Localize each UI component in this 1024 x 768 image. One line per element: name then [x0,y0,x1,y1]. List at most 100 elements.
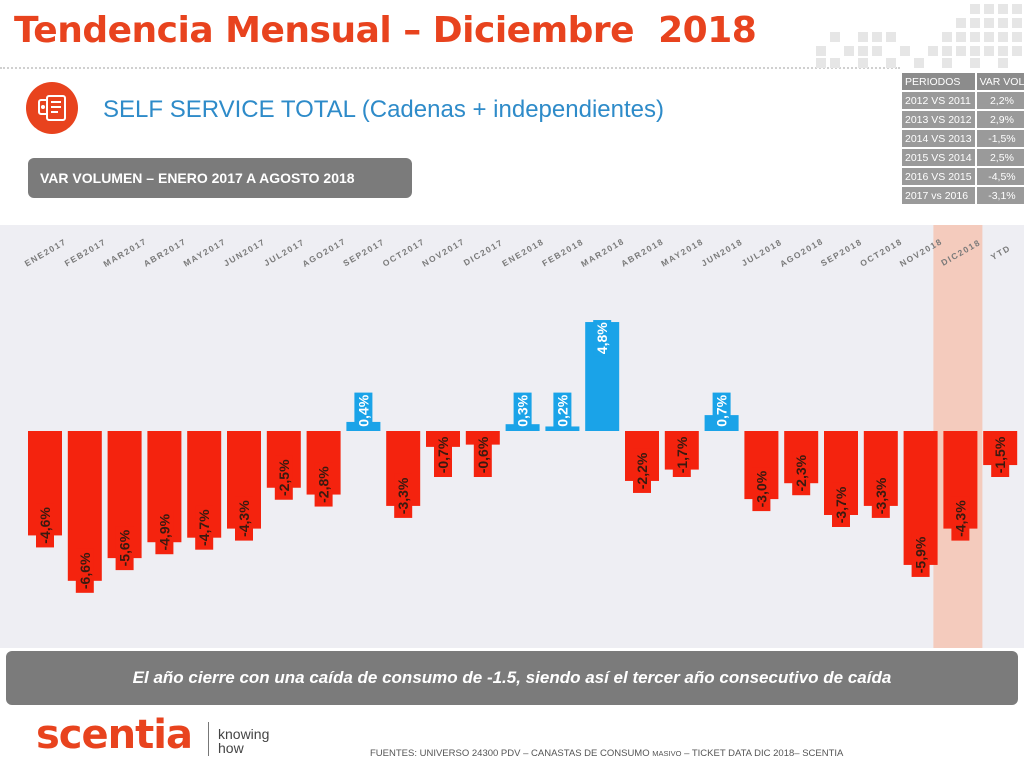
data-label: -3,3% [395,477,411,514]
table-row: 2016 VS 2015 -4,5% [900,168,1024,185]
tagline-line-1: knowing [218,726,270,742]
data-label: -3,7% [833,486,849,523]
var-cell: -4,5% [974,168,1024,185]
data-label: 0,2% [554,394,570,426]
x-tick-label: ENE2017 [23,236,69,268]
logo-divider [208,722,209,756]
source-suffix: – TICKET DATA DIC 2018– SCENTIA [681,748,844,759]
periods-table: PERIODOS VAR VOL 2012 VS 2011 2,2% 2013 V… [900,71,1024,206]
x-tick-label: YTD [989,243,1013,262]
data-label: -4,3% [236,500,252,537]
x-tick-label: OCT2017 [381,236,427,268]
data-label-bg [672,433,691,477]
var-cell: -3,1% [974,187,1024,204]
x-tick-label: MAR2017 [101,236,148,269]
data-label-bg [394,473,413,518]
x-tick-label: DIC2017 [462,237,505,268]
data-label-bg [752,467,771,512]
table-row: 2012 VS 2011 2,2% [900,92,1024,109]
decorative-squares [816,4,1022,68]
data-label: -0,7% [435,436,451,473]
title-divider [0,67,900,69]
table-row: 2014 VS 2013 -1,5% [900,130,1024,147]
scentia-logo: scentia [36,712,193,758]
data-label: -2,3% [793,454,809,491]
x-tick-label: FEB2018 [540,236,585,268]
data-label-bg [314,462,333,507]
period-cell: 2013 VS 2012 [900,111,975,128]
bar-chart: ENE2017 -4,6% FEB2017 -6,6% MAR2017 -5,6% ABR2… [23,225,1018,648]
data-label: -3,3% [873,477,889,514]
data-label-bg [75,548,94,593]
data-label-bg [235,496,253,541]
x-tick-label: NOV2017 [420,236,466,269]
table-row: 2015 VS 2014 2,5% [900,149,1024,166]
data-label: -4,6% [37,507,53,544]
data-label-bg [991,433,1010,477]
source-note: FUENTES: UNIVERSO 24300 PDV – CANASTAS D… [370,748,843,759]
x-tick-label: OCT2018 [858,236,904,268]
source-small: MASIVO [652,749,682,758]
x-tick-label: MAY2017 [182,236,228,268]
logo-tagline: knowing how [218,727,298,755]
col-header-var-vol: VAR VOL [974,73,1024,90]
x-tick-label: ENE2018 [500,236,546,268]
col-header-periodos: PERIODOS [900,73,975,90]
x-tick-label: JUN2018 [699,236,744,268]
x-tick-label: SEP2017 [341,236,386,268]
x-tick-label: ABR2018 [619,236,665,269]
data-label: -3,0% [753,470,769,507]
x-tick-label: SEP2018 [819,236,864,268]
data-label-bg [792,451,811,496]
data-label: -4,3% [952,500,968,537]
data-label-bg [434,433,452,477]
period-cell: 2015 VS 2014 [900,149,975,166]
data-label-bg [354,392,373,429]
x-tick-label: JUL2017 [262,237,306,268]
data-label: 0,4% [355,394,371,426]
section-label: VAR VOLUMEN – ENERO 2017 A AGOSTO 2018 [28,158,412,198]
x-tick-label: MAY2018 [659,236,705,268]
data-label: -5,6% [117,529,133,566]
data-label-bg [195,505,214,550]
data-label-bg [633,448,651,493]
report-document-icon [26,82,78,134]
var-cell: -1,5% [974,130,1024,147]
chart-subtitle: SELF SERVICE TOTAL (Cadenas + independie… [103,96,664,123]
periods-table-header: PERIODOS VAR VOL [900,73,1024,90]
data-label: -1,7% [674,436,690,473]
data-label-bg [36,503,54,548]
data-label: 4,8% [594,322,610,354]
data-label: -6,6% [77,552,93,589]
conclusion-banner: El año cierre con una caída de consumo d… [6,651,1018,705]
conclusion-text: El año cierre con una caída de consumo d… [132,668,892,687]
x-tick-label: ABR2017 [142,236,188,269]
period-cell: 2014 VS 2013 [900,130,975,147]
x-tick-label: MAR2018 [579,236,626,269]
table-row: 2013 VS 2012 2,9% [900,111,1024,128]
data-label: -4,9% [156,513,172,550]
x-tick-label: JUL2018 [740,237,784,268]
data-label: -0,6% [475,436,491,473]
x-tick-label: JUN2017 [222,236,267,268]
data-label: 0,7% [714,394,730,426]
data-label: -5,9% [913,536,929,573]
data-label-bg [155,510,174,555]
var-cell: 2,2% [974,92,1024,109]
x-tick-label: AGO2017 [300,236,347,269]
x-tick-label: FEB2017 [63,236,108,268]
period-cell: 2017 vs 2016 [900,187,975,204]
data-label: -2,8% [316,466,332,503]
data-label-bg [553,392,572,429]
data-label: -4,7% [196,509,212,546]
period-cell: 2016 VS 2015 [900,168,975,185]
page-title: Tendencia Mensual – Diciembre 2018 [14,10,757,51]
var-cell: 2,5% [974,149,1024,166]
data-label-bg [832,482,850,527]
tagline-line-2: how [218,740,244,756]
data-label-bg [274,455,293,500]
x-tick-label: AGO2018 [778,236,825,269]
period-cell: 2012 VS 2011 [900,92,975,109]
table-row: 2017 vs 2016 -3,1% [900,187,1024,204]
data-label-bg [593,320,612,357]
